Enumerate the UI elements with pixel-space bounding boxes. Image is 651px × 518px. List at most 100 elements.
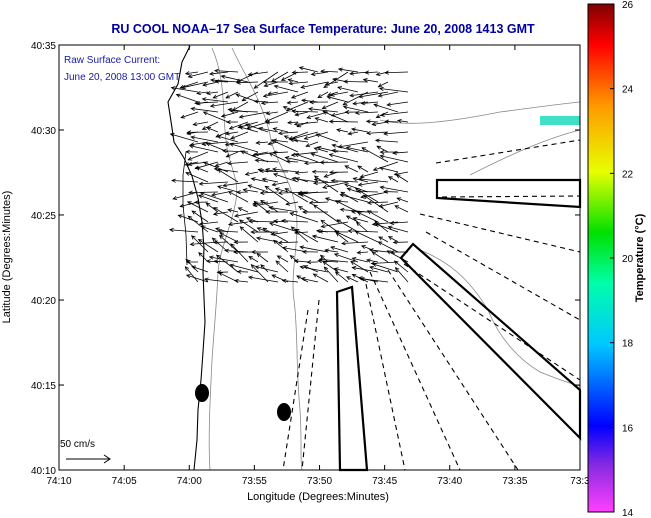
current-vector — [225, 151, 239, 158]
current-vector — [253, 99, 269, 104]
current-vector-shaft — [218, 230, 239, 233]
current-vector-shaft — [388, 226, 409, 233]
current-vector-head — [264, 185, 270, 190]
current-vector — [289, 137, 309, 143]
colorbar-tick-label: 14 — [622, 508, 634, 518]
current-vector — [224, 141, 249, 147]
depth-contour-1 — [208, 47, 238, 471]
current-vector-shaft — [266, 121, 279, 124]
current-vector — [346, 187, 359, 193]
current-vector — [212, 211, 229, 216]
current-vector-shaft — [336, 129, 349, 133]
current-vector — [299, 193, 319, 203]
current-vector-head — [203, 277, 209, 282]
current-vector-head — [315, 133, 321, 138]
annotation-line-1: Raw Surface Current: — [64, 55, 160, 66]
map-layer — [167, 45, 582, 472]
current-vector-head — [392, 150, 397, 156]
current-vector — [291, 70, 309, 75]
current-vector — [227, 191, 249, 203]
current-vector-shaft — [265, 111, 289, 122]
current-vector-shaft — [211, 191, 229, 196]
current-vector — [262, 79, 289, 85]
current-vector-shaft — [273, 240, 289, 253]
current-vector-shaft — [319, 258, 349, 263]
current-vector-head — [265, 120, 270, 125]
current-vector — [324, 248, 339, 253]
current-vector-head — [293, 122, 299, 127]
current-vector-head — [248, 255, 254, 261]
current-vector-head — [209, 78, 215, 83]
current-vector-head — [362, 78, 368, 83]
current-vector-head — [238, 114, 244, 119]
current-vector-head — [187, 161, 193, 167]
current-vector-head — [337, 67, 343, 72]
current-vector-head — [298, 66, 304, 71]
current-vector — [284, 188, 309, 203]
current-vector-head — [379, 150, 385, 155]
current-vector-head — [273, 219, 278, 224]
current-vector-head — [213, 259, 219, 264]
current-vector — [228, 142, 259, 153]
current-vector-head — [259, 190, 265, 195]
current-vector — [194, 100, 219, 106]
current-vector — [300, 277, 319, 283]
current-vector-head — [360, 194, 366, 199]
current-vector — [285, 159, 299, 164]
current-vector-head — [377, 93, 383, 98]
current-vector — [337, 67, 359, 73]
current-vector — [185, 172, 209, 183]
current-vector-head — [319, 160, 325, 165]
current-vector-head — [364, 70, 370, 75]
current-vector — [284, 156, 309, 163]
current-vector — [238, 125, 259, 133]
current-vector — [308, 106, 339, 113]
current-vector — [256, 227, 269, 233]
current-vector — [219, 232, 239, 243]
current-vector — [394, 267, 409, 283]
current-vector — [265, 111, 279, 116]
current-vector — [265, 209, 289, 215]
current-vector — [280, 71, 299, 81]
current-vector-shaft — [338, 68, 359, 73]
current-vector-head — [201, 126, 207, 130]
current-vector — [359, 171, 379, 179]
current-vector — [379, 166, 399, 173]
current-vector — [305, 141, 319, 148]
current-vector-shaft — [397, 197, 409, 203]
current-vector — [232, 101, 249, 111]
current-vector-shaft — [348, 131, 359, 135]
current-vector — [285, 201, 299, 206]
current-vector-shaft — [217, 169, 239, 183]
current-vector — [364, 70, 379, 75]
current-vector-head — [251, 249, 256, 255]
current-vector-head — [185, 172, 191, 176]
current-vector-shaft — [202, 121, 219, 130]
current-vector-head — [365, 119, 371, 124]
current-vector — [318, 257, 349, 263]
current-vector-head — [308, 200, 314, 205]
current-vector-head — [247, 72, 253, 77]
current-vector-head — [262, 227, 268, 232]
exclusion-zone — [399, 242, 582, 441]
current-vector — [247, 184, 269, 193]
current-vector-head — [233, 278, 239, 283]
current-vector — [357, 181, 379, 187]
current-vector-shaft — [390, 221, 409, 224]
current-vector-head — [289, 212, 295, 217]
current-vector-shaft — [249, 220, 279, 223]
current-vector-head — [272, 239, 278, 245]
current-vector-shaft — [264, 81, 279, 87]
current-vector — [196, 90, 209, 96]
current-vector-shaft — [380, 111, 409, 116]
current-vector — [394, 205, 409, 213]
current-vector-head — [263, 83, 269, 88]
current-vector-shaft — [225, 91, 239, 99]
current-vector-head — [169, 227, 174, 233]
current-vector-head — [226, 161, 232, 166]
current-vector-shaft — [337, 200, 349, 203]
current-vector-shaft — [351, 128, 369, 133]
current-vector-head — [330, 178, 336, 183]
chart-title: RU COOL NOAA–17 Sea Surface Temperature:… — [111, 22, 535, 36]
current-vector-shaft — [234, 211, 259, 217]
